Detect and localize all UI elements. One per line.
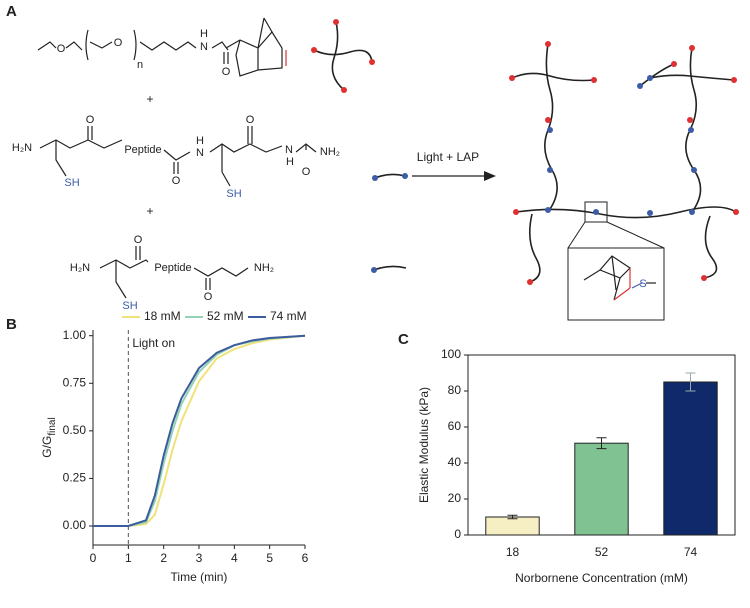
- atom-label: SH: [64, 177, 79, 189]
- plus-sign: +: [146, 204, 153, 218]
- crosslinker-peptide: [39, 126, 317, 187]
- atom-label: N: [200, 41, 208, 53]
- y-tick-label: 0.75: [63, 375, 87, 389]
- atom-label: O: [222, 66, 231, 78]
- y-tick-label: 0.00: [63, 518, 87, 532]
- x-tick-label: 0: [90, 551, 97, 565]
- y-tick-label: 20: [448, 491, 462, 505]
- atom-label: O: [172, 175, 181, 187]
- data-line: [93, 334, 306, 527]
- atom-label: N: [196, 147, 204, 159]
- atom-label: SH: [226, 188, 241, 200]
- plus-sign: +: [146, 92, 153, 106]
- atom-label: H₂N: [12, 142, 32, 154]
- annotation-text: Light on: [132, 336, 175, 350]
- y-tick-label: 1.00: [63, 328, 87, 342]
- atom-label: O: [57, 43, 66, 55]
- x-tick-label: 18: [506, 545, 520, 559]
- hydrogel-network: [509, 41, 739, 321]
- y-axis-label-sub: final: [47, 417, 58, 435]
- x-tick-label: 2: [160, 551, 167, 565]
- atom-label: H₂N: [70, 262, 90, 274]
- atom-label: NH₂: [320, 146, 340, 158]
- atom-label: H: [286, 156, 294, 168]
- data-line: [93, 334, 306, 527]
- atom-label: H: [196, 135, 204, 147]
- bar: [485, 516, 540, 536]
- y-tick-label: 0: [454, 527, 461, 541]
- atom-label: Peptide: [124, 144, 161, 156]
- legend-label: 18 mM: [144, 309, 181, 323]
- charts: 0 1 2 3 4 5 6 0.00 0.25 0.50 0.75 1.00 Time (min) G/G…: [40, 309, 736, 585]
- legend-label: 52 mM: [207, 309, 244, 323]
- atom-label: n: [137, 59, 143, 71]
- atom-label: O: [114, 37, 123, 49]
- atom-label: N: [285, 144, 293, 156]
- atom-label: O: [134, 234, 143, 246]
- error-bar: [596, 437, 607, 450]
- y-tick-label: 0.50: [63, 423, 87, 437]
- peg-norbornene: [37, 17, 287, 77]
- y-tick-label: 40: [448, 455, 462, 469]
- x-axis-label: Norbornene Concentration (mM): [515, 571, 688, 585]
- x-tick-label: 4: [231, 551, 238, 565]
- atom-label: O: [86, 114, 95, 126]
- y-axis-label: Elastic Modulus (kPa): [417, 387, 431, 503]
- y-tick-label: 100: [441, 347, 461, 361]
- legend-label: 74 mM: [270, 309, 307, 323]
- y-tick-label: 80: [448, 383, 462, 397]
- panel-label: A: [6, 3, 17, 20]
- x-tick-label: 1: [125, 551, 132, 565]
- atom-label: SH: [122, 300, 137, 312]
- atom-label: O: [246, 114, 255, 126]
- bar: [663, 381, 718, 536]
- error-bar: [685, 372, 696, 392]
- x-axis-label: Time (min): [171, 570, 228, 584]
- panel-label: C: [398, 331, 409, 348]
- atom-label: NH₂: [254, 262, 274, 274]
- arrow-label: Light + LAP: [417, 150, 479, 164]
- pendant-icon: [371, 265, 407, 273]
- x-tick-label: 3: [196, 551, 203, 565]
- y-tick-label: 60: [448, 419, 462, 433]
- y-axis-label-main: G/G: [40, 436, 54, 458]
- arrowhead: [484, 171, 496, 181]
- x-tick-label: 52: [595, 545, 609, 559]
- atom-label: H: [200, 28, 208, 40]
- x-tick-label: 6: [302, 551, 309, 565]
- bar: [574, 442, 629, 536]
- x-tick-label: 5: [266, 551, 273, 565]
- y-tick-label: 0.25: [63, 471, 87, 485]
- pendant-peptide: [99, 246, 249, 299]
- error-bar: [507, 514, 518, 520]
- y-axis-label: G/Gfinal: [40, 417, 57, 457]
- atom-label: O: [302, 166, 311, 178]
- atom-label: O: [204, 291, 213, 303]
- panel-label: B: [6, 316, 17, 333]
- x-tick-label: 74: [684, 545, 698, 559]
- atom-label: Peptide: [154, 262, 191, 274]
- star-polymer-icon: [311, 19, 375, 93]
- atom-label: S: [639, 278, 646, 290]
- data-line: [93, 334, 306, 527]
- linker-icon: [372, 173, 408, 181]
